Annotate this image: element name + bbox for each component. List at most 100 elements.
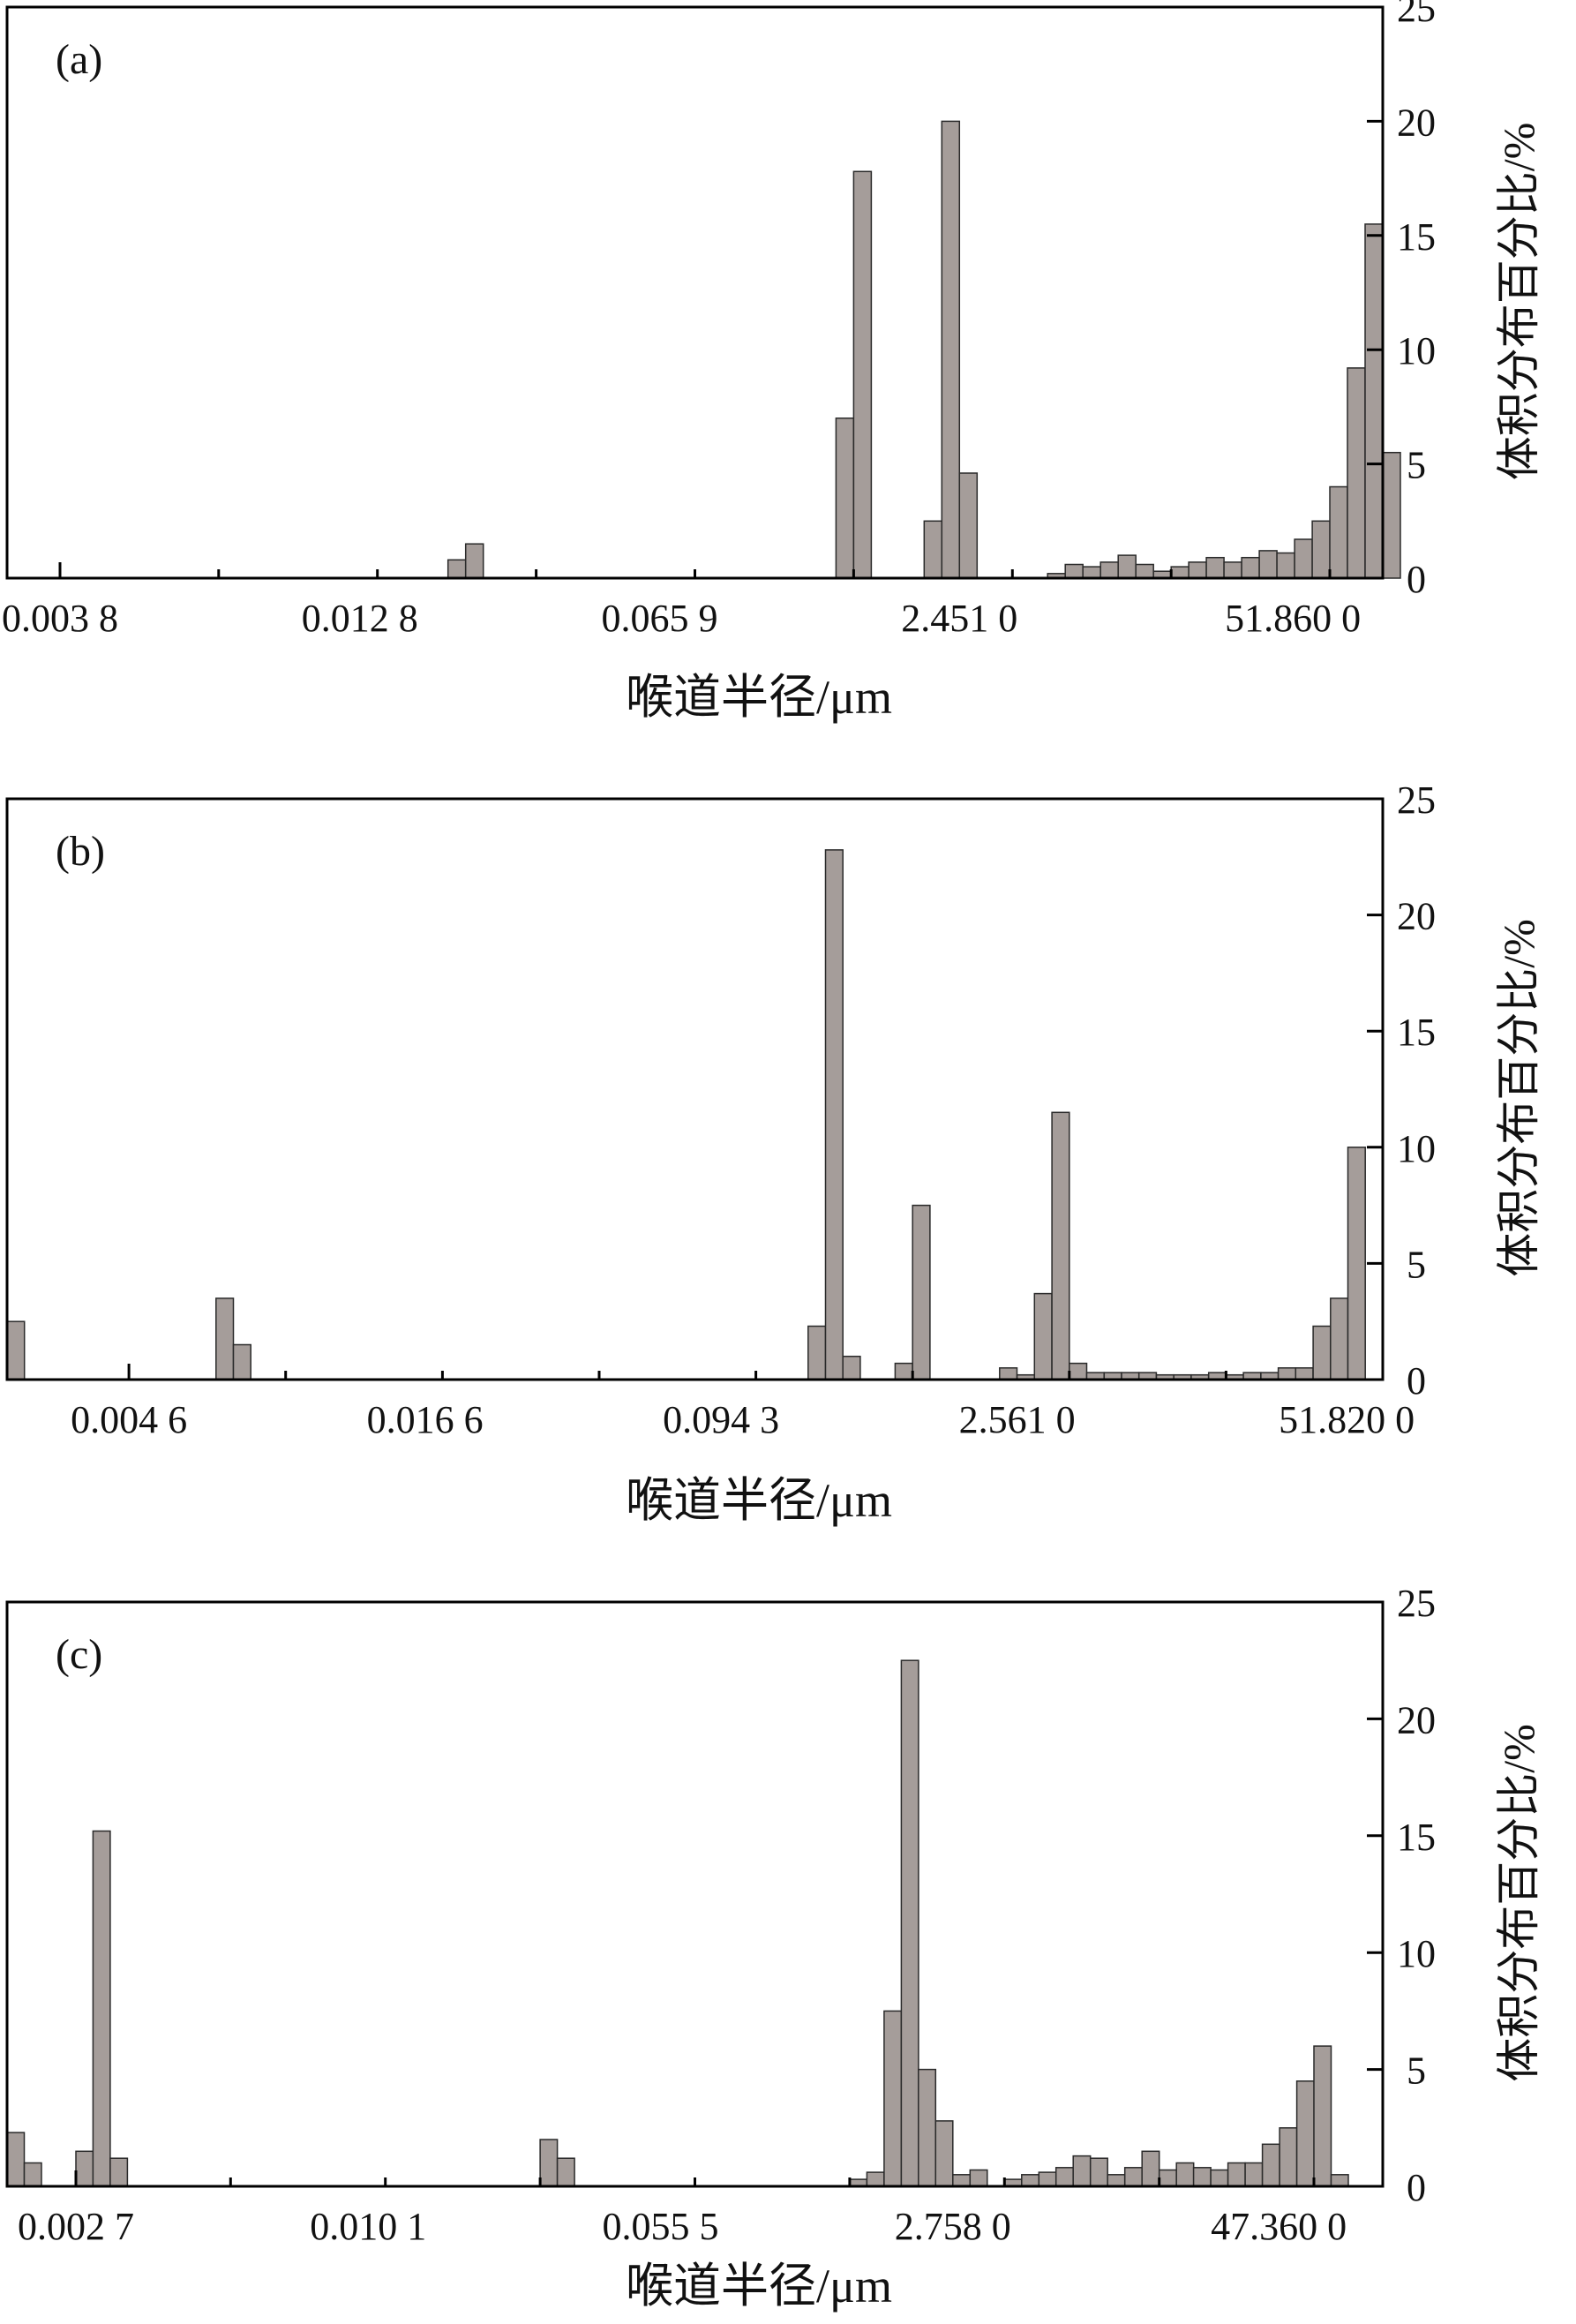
bar-35 [1330,2174,1349,2187]
bar-2 [23,2162,42,2187]
chart-panel-a: 0 5 10 15 20 25 0.003 8 0.012 8 0.065 9 2.451 0 51… [2,0,1543,724]
bar-12 [1051,1111,1070,1380]
bar-19 [1054,2167,1074,2187]
bar-11 [900,1659,919,2187]
y-tick-label: 20 [1397,101,1436,144]
plot-frame [5,5,1385,580]
bar-4 [852,170,873,579]
bar-5 [923,520,943,579]
y-tick-label: 25 [1397,778,1436,822]
x-tick-label: 0.055 5 [603,2205,719,2248]
bar-9 [999,1367,1018,1380]
bar-29 [1227,2162,1246,2187]
panel-label: (b) [56,828,105,875]
bar-23 [1311,520,1331,579]
bar-10 [883,2010,903,2187]
y-axis-title: 体积分布百分比/% [1494,123,1543,481]
bar-29 [1347,1147,1366,1380]
bar-26 [1364,223,1384,579]
bar-8 [912,1204,931,1380]
bar-12 [918,2068,937,2187]
bar-27 [1312,1325,1332,1380]
bar-1 [447,559,467,579]
y-tick-label: 5 [1407,2049,1426,2093]
bar-27 [1192,2167,1212,2187]
bar-24 [1141,2150,1160,2187]
x-tick-label: 0.010 1 [310,2205,426,2248]
y-axis-title: 体积分布百分比/% [1494,1724,1543,2082]
bar-17 [1021,2174,1040,2187]
bar-2 [215,1297,235,1380]
bar-18 [1038,2171,1057,2187]
bar-6 [842,1355,861,1380]
bar-13 [1135,563,1154,579]
plot-frame [5,797,1385,1381]
x-tick-label: 47.360 0 [1211,2205,1347,2248]
bar-22 [1107,2174,1126,2187]
bar-28 [1210,2169,1229,2187]
panel-label: (c) [56,1631,102,1678]
y-tick-label: 20 [1397,1698,1436,1741]
bar-6 [539,2139,559,2187]
x-axis-title: 喉道半径/μm [626,671,892,724]
bar-19 [1241,556,1260,579]
bar-9 [1064,563,1084,579]
bar-5 [824,849,844,1380]
x-tick-label: 0.016 6 [367,1398,484,1441]
bar-20 [1258,550,1278,579]
bar-4 [92,1830,111,2187]
y-tick-label: 10 [1397,1932,1436,1975]
bar-34 [1313,2045,1332,2187]
x-axis-title: 喉道半径/μm [626,1474,892,1527]
chart-panel-c: 0 5 10 15 20 25 0.002 7 0.010 1 0.055 5 2.758 0 47… [5,1582,1543,2313]
bar-33 [1295,2080,1315,2187]
x-tick-label: 51.860 0 [1225,597,1361,640]
x-tick-label: 2.451 0 [901,597,1017,640]
bar-4 [807,1325,827,1380]
x-tick-label: 0.065 9 [602,597,718,640]
chart-panel-b: 0 5 10 15 20 25 0.004 6 0.016 6 0.094 3 2.561 0 51… [5,778,1543,1527]
x-tick-label: 51.820 0 [1279,1398,1415,1441]
bar-3 [75,2150,94,2187]
bar-3 [835,417,855,579]
bar-15 [1170,566,1190,579]
x-tick-label: 0.003 8 [2,597,118,640]
y-tick-label: 0 [1407,1359,1426,1403]
bar-13 [934,2120,954,2187]
bar-23 [1123,2167,1143,2187]
bar-11 [1099,561,1119,579]
panel-label: (a) [56,36,102,83]
bar-25 [1277,1367,1297,1380]
bar-26 [1295,1367,1314,1380]
bar-1 [6,2132,26,2187]
bar-24 [1329,485,1348,579]
y-tick-label: 15 [1397,1011,1436,1054]
y-tick-label: 15 [1397,215,1436,259]
bar-6 [941,120,961,579]
y-tick-label: 5 [1407,444,1426,487]
bar-22 [1294,538,1313,579]
y-tick-label: 0 [1407,2166,1426,2209]
x-tick-label: 0.002 7 [18,2205,134,2248]
x-tick-label: 0.004 6 [71,1398,187,1441]
bar-7 [894,1362,913,1380]
bar-25 [1347,367,1366,579]
bar-31 [1261,2143,1280,2187]
bar-17 [1205,556,1225,579]
y-tick-label: 25 [1397,1582,1436,1625]
x-tick-label: 2.758 0 [895,2205,1011,2248]
x-tick-label: 0.012 8 [302,597,418,640]
y-tick-label: 10 [1397,329,1436,372]
bar-21 [1089,2157,1108,2187]
y-tick-label: 0 [1407,558,1426,601]
bar-12 [1117,554,1137,579]
bar-7 [958,472,979,579]
bar-14 [952,2174,972,2187]
bar-10 [1082,566,1101,579]
bar-16 [1188,561,1207,579]
bar-25 [1158,2169,1177,2187]
bar-18 [1223,561,1242,579]
bar-5 [109,2157,129,2187]
y-tick-label: 15 [1397,1816,1436,1859]
